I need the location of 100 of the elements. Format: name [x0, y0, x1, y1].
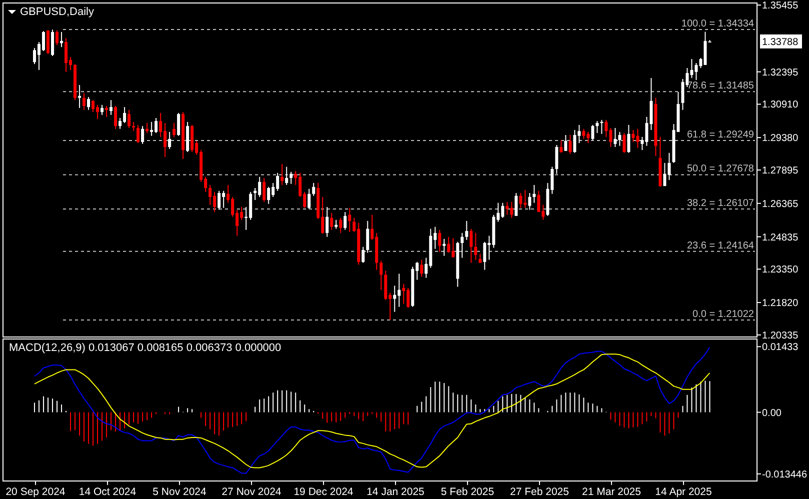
- candlestick: [82, 92, 86, 110]
- candlestick: [514, 192, 518, 216]
- ref-line-label: 23.6 = 1.24164: [686, 240, 754, 252]
- x-tick-label: 20 Sep 2024: [6, 486, 66, 498]
- candlestick: [326, 206, 329, 238]
- candlestick: [51, 29, 54, 57]
- text: 1.33788: [762, 36, 799, 48]
- candlestick: [290, 171, 293, 184]
- candlestick: [262, 177, 266, 202]
- candlestick: [366, 220, 370, 254]
- candlestick: [474, 232, 478, 260]
- candlestick: [132, 121, 136, 132]
- chart-title: GBPUSD,Daily: [20, 6, 94, 18]
- ref-line-label: 78.6 = 1.31485: [686, 80, 754, 92]
- candlestick: [64, 38, 68, 72]
- candlestick: [447, 236, 450, 254]
- candlestick: [519, 192, 522, 208]
- candlestick: [78, 84, 82, 108]
- candlestick: [568, 134, 572, 154]
- candlestick: [285, 166, 288, 186]
- candlestick: [582, 128, 586, 140]
- y-tick-label: 1.32395: [762, 67, 799, 78]
- candlestick: [344, 211, 347, 230]
- candlestick: [622, 132, 626, 154]
- y-tick-label: 1.26365: [762, 198, 799, 210]
- y-tick-label: 1.30910: [762, 100, 799, 111]
- candlestick: [614, 128, 617, 148]
- candlestick: [136, 124, 140, 144]
- candlestick: [627, 124, 630, 154]
- x-tick-label: 27 Feb 2025: [510, 486, 570, 498]
- candlestick: [560, 140, 563, 154]
- candlestick: [100, 104, 104, 116]
- y-tick-label: 0.01433: [762, 342, 799, 354]
- candlestick: [141, 126, 144, 144]
- y-tick-label: 1.29380: [762, 133, 799, 144]
- candlestick: [118, 117, 122, 130]
- x-tick-label: 14 Apr 2025: [655, 486, 712, 498]
- candlestick: [146, 122, 149, 134]
- candlestick: [442, 238, 446, 256]
- candlestick: [267, 186, 270, 204]
- x-tick-label: 14 Jan 2025: [366, 486, 425, 498]
- y-tick-label: 1.23350: [762, 264, 799, 276]
- candlestick: [573, 129, 576, 154]
- chart-title: MACD(12,26,9) 0.013067 0.008165 0.006373 0.000000: [9, 342, 282, 354]
- candlestick: [596, 120, 599, 134]
- y-tick-label: 1.24835: [762, 232, 799, 244]
- candlestick: [506, 201, 509, 216]
- candlestick: [312, 182, 316, 196]
- candlestick: [172, 122, 176, 138]
- candlestick: [555, 144, 558, 174]
- candlestick: [308, 188, 311, 210]
- candlestick: [60, 32, 64, 48]
- candlestick: [483, 241, 486, 270]
- ref-line-label: 50.0 = 1.27678: [686, 164, 754, 175]
- candlestick: [663, 162, 666, 187]
- candlestick: [168, 131, 172, 150]
- y-tick-label: 0.00: [762, 408, 782, 419]
- ref-line-label: 38.2 = 1.26107: [686, 198, 754, 210]
- y-tick-label: 1.21820: [762, 298, 799, 310]
- y-tick-label: 1.35455: [762, 0, 799, 12]
- candlestick: [128, 109, 131, 129]
- candlestick: [591, 124, 594, 141]
- candlestick: [362, 246, 365, 264]
- candlestick: [339, 217, 342, 234]
- candlestick: [528, 192, 532, 210]
- ref-line-label: 0.0 = 1.21022: [692, 308, 754, 320]
- y-tick-label: 1.27895: [762, 166, 799, 176]
- candlestick: [380, 260, 383, 290]
- candlestick: [600, 119, 604, 134]
- candlestick: [420, 259, 424, 278]
- candlestick: [114, 105, 118, 130]
- x-tick-label: 14 Oct 2024: [78, 486, 136, 498]
- candlestick: [460, 232, 464, 258]
- ref-line-label: 100.0 = 1.34334: [681, 18, 754, 30]
- candlestick: [92, 100, 95, 113]
- candlestick: [87, 96, 90, 110]
- candlestick: [218, 190, 221, 210]
- candlestick: [470, 228, 473, 264]
- candlestick: [190, 124, 194, 152]
- candlestick: [348, 207, 352, 232]
- candlestick: [105, 105, 108, 118]
- candlestick: [280, 164, 284, 186]
- y-tick-label: -0.013446: [762, 469, 808, 480]
- candlestick: [393, 285, 396, 312]
- x-tick-label: 21 Mar 2025: [582, 486, 642, 498]
- x-tick-label: 19 Dec 2024: [294, 486, 354, 498]
- candlestick: [150, 121, 154, 136]
- candlestick: [438, 229, 442, 252]
- candlestick: [384, 270, 388, 300]
- candlestick: [632, 129, 635, 142]
- candlestick: [465, 220, 468, 240]
- x-tick-label: 5 Feb 2025: [440, 486, 494, 498]
- candlestick: [402, 283, 406, 304]
- candlestick: [208, 184, 212, 206]
- candlestick: [46, 30, 50, 55]
- ref-line-label: 61.8 = 1.29249: [686, 129, 754, 140]
- candlestick: [110, 100, 113, 116]
- y-tick-label: 1.20335: [762, 330, 799, 342]
- candlestick: [56, 30, 59, 46]
- candlestick: [532, 184, 536, 204]
